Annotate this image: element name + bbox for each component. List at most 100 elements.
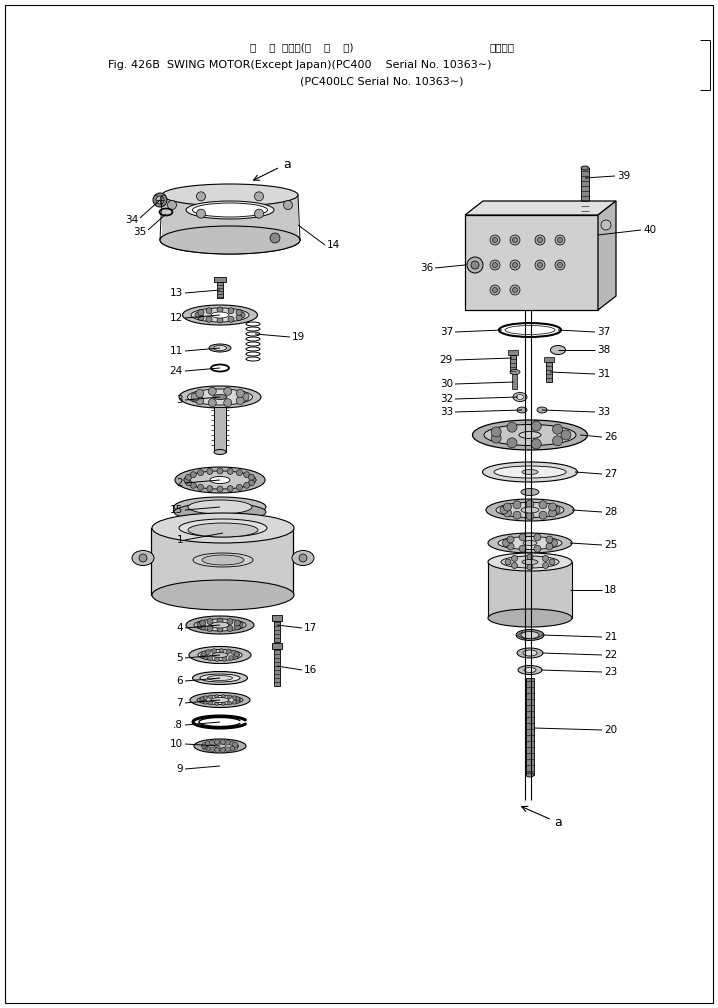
Text: 36: 36 xyxy=(420,263,433,273)
Circle shape xyxy=(236,309,242,316)
Circle shape xyxy=(207,619,213,625)
Text: 4: 4 xyxy=(177,623,183,633)
Ellipse shape xyxy=(212,652,228,657)
Circle shape xyxy=(534,545,541,552)
Ellipse shape xyxy=(187,389,253,405)
Circle shape xyxy=(539,511,547,519)
Ellipse shape xyxy=(516,630,544,640)
Circle shape xyxy=(236,314,242,321)
Text: 20: 20 xyxy=(604,725,617,735)
Circle shape xyxy=(513,501,521,509)
Circle shape xyxy=(467,257,483,273)
Text: 24: 24 xyxy=(169,366,183,376)
Circle shape xyxy=(207,486,213,492)
Circle shape xyxy=(557,238,562,243)
Ellipse shape xyxy=(198,649,242,660)
Circle shape xyxy=(156,196,164,204)
Ellipse shape xyxy=(472,420,587,450)
Text: 19: 19 xyxy=(292,332,305,342)
Bar xyxy=(544,357,554,362)
Circle shape xyxy=(217,317,223,323)
Circle shape xyxy=(233,742,238,747)
Text: a: a xyxy=(554,815,561,829)
Circle shape xyxy=(186,474,192,480)
Ellipse shape xyxy=(522,559,538,564)
Bar xyxy=(581,168,589,215)
Circle shape xyxy=(227,469,233,475)
Circle shape xyxy=(248,474,254,480)
Ellipse shape xyxy=(160,226,300,254)
Circle shape xyxy=(205,741,210,746)
Text: 22: 22 xyxy=(604,650,617,660)
Circle shape xyxy=(490,260,500,270)
Text: 14: 14 xyxy=(327,240,340,250)
Circle shape xyxy=(493,287,498,292)
Circle shape xyxy=(561,430,571,440)
Circle shape xyxy=(511,555,518,561)
Circle shape xyxy=(551,539,557,546)
Circle shape xyxy=(513,287,518,292)
Bar xyxy=(546,360,552,382)
Circle shape xyxy=(233,701,236,705)
Circle shape xyxy=(224,399,232,406)
Ellipse shape xyxy=(498,536,562,549)
Circle shape xyxy=(507,543,514,550)
Ellipse shape xyxy=(513,392,527,401)
Text: 25: 25 xyxy=(604,540,617,550)
Ellipse shape xyxy=(488,553,572,571)
Circle shape xyxy=(220,740,225,745)
Ellipse shape xyxy=(518,665,542,674)
Circle shape xyxy=(202,654,208,659)
Ellipse shape xyxy=(482,462,577,482)
Ellipse shape xyxy=(537,407,547,413)
Circle shape xyxy=(233,654,238,659)
Ellipse shape xyxy=(516,394,523,399)
Circle shape xyxy=(219,648,224,653)
Ellipse shape xyxy=(186,616,254,634)
Circle shape xyxy=(549,509,556,517)
Circle shape xyxy=(197,210,205,218)
Circle shape xyxy=(239,312,245,318)
Circle shape xyxy=(511,562,518,569)
Circle shape xyxy=(208,656,213,661)
Ellipse shape xyxy=(186,201,274,219)
Circle shape xyxy=(543,555,549,561)
Ellipse shape xyxy=(526,773,534,777)
Ellipse shape xyxy=(488,609,572,627)
Ellipse shape xyxy=(486,499,574,521)
Text: Fig. 426B  SWING MOTOR(Except Japan)(PC400    Serial No. 10363∼): Fig. 426B SWING MOTOR(Except Japan)(PC40… xyxy=(108,60,492,70)
Circle shape xyxy=(200,624,205,630)
Circle shape xyxy=(215,702,219,706)
Circle shape xyxy=(526,500,534,508)
Circle shape xyxy=(227,626,233,631)
Circle shape xyxy=(200,700,204,704)
Text: 33: 33 xyxy=(597,407,610,417)
Ellipse shape xyxy=(179,519,267,537)
Ellipse shape xyxy=(211,698,229,703)
Circle shape xyxy=(233,744,238,749)
Circle shape xyxy=(224,387,232,395)
Text: 37: 37 xyxy=(597,327,610,337)
Text: 2: 2 xyxy=(177,478,183,488)
Ellipse shape xyxy=(202,742,238,751)
Circle shape xyxy=(241,393,249,401)
Ellipse shape xyxy=(517,407,527,413)
Ellipse shape xyxy=(160,226,300,254)
Ellipse shape xyxy=(188,500,252,514)
Circle shape xyxy=(549,559,555,565)
Circle shape xyxy=(231,650,236,655)
Circle shape xyxy=(471,261,479,269)
Circle shape xyxy=(230,746,235,751)
Circle shape xyxy=(503,539,510,546)
Ellipse shape xyxy=(501,556,559,568)
Ellipse shape xyxy=(523,650,537,656)
Ellipse shape xyxy=(190,692,250,708)
Circle shape xyxy=(215,656,220,661)
Circle shape xyxy=(207,469,213,475)
Ellipse shape xyxy=(496,503,564,517)
Circle shape xyxy=(513,238,518,243)
Circle shape xyxy=(220,748,225,752)
Ellipse shape xyxy=(194,739,246,753)
Circle shape xyxy=(217,618,223,624)
Circle shape xyxy=(546,536,553,543)
